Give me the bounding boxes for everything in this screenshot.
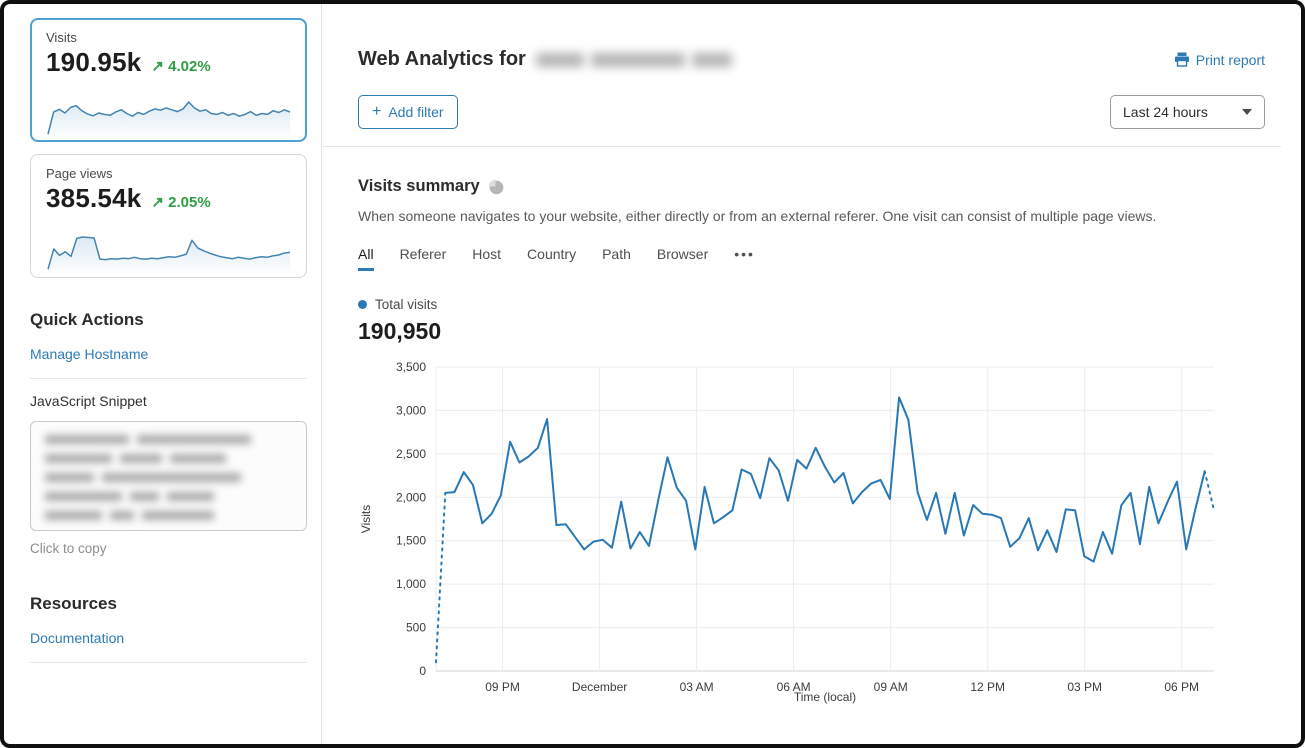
visits-stat-card[interactable]: Visits 190.95k ↗ 4.02% [30,18,307,142]
svg-text:Visits: Visits [359,505,373,533]
svg-text:06 AM: 06 AM [777,680,811,694]
visits-chart: 0 500 1,000 1,500 2,000 2,500 3,000 3,500 09 PM D… [358,355,1265,712]
pie-chart-icon[interactable] [488,179,504,195]
legend-label: Total visits [375,297,438,312]
tab-country[interactable]: Country [527,246,577,262]
legend-dot-icon [358,300,367,309]
header-divider [323,146,1281,147]
click-to-copy-hint: Click to copy [30,541,107,556]
svg-text:06 PM: 06 PM [1164,680,1199,694]
print-report-link[interactable]: Print report [1174,52,1265,68]
page-title: Web Analytics for [358,48,732,71]
time-range-select[interactable]: Last 24 hours [1110,95,1265,129]
manage-hostname-link[interactable]: Manage Hostname [30,346,149,362]
add-filter-button[interactable]: + Add filter [358,95,458,129]
plus-icon: + [372,103,382,120]
svg-text:0: 0 [419,664,426,678]
svg-text:03 AM: 03 AM [680,680,714,694]
javascript-snippet-box[interactable] [30,421,307,531]
visits-sparkline-chart [47,101,291,140]
svg-text:1,000: 1,000 [396,577,426,591]
tab-referer[interactable]: Referer [399,246,447,262]
pageviews-stat-card[interactable]: Page views 385.54k ↗ 2.05% [30,154,307,278]
tab-overflow-menu[interactable]: ••• [734,246,755,262]
tab-all[interactable]: All [358,246,374,271]
svg-text:1,500: 1,500 [396,534,426,548]
visits-trend: ↗ 4.02% [151,58,211,75]
chart-legend: Total visits [358,297,1265,312]
tab-path[interactable]: Path [602,246,631,262]
pageviews-card-label: Page views [46,166,113,181]
chevron-down-icon [1242,109,1252,115]
resources-heading: Resources [30,594,117,613]
trend-up-icon: ↗ [151,58,164,75]
trend-up-icon: ↗ [151,194,164,211]
sidebar: Visits 190.95k ↗ 4.02% Page views 385.54… [4,4,322,744]
svg-text:12 PM: 12 PM [970,680,1005,694]
svg-text:2,500: 2,500 [396,447,426,461]
manage-hostname-row: Manage Hostname [30,330,307,379]
tab-browser[interactable]: Browser [656,246,709,262]
printer-icon [1174,52,1189,67]
visits-line-chart: 0 500 1,000 1,500 2,000 2,500 3,000 3,500 09 PM D… [359,360,1215,704]
javascript-snippet-label: JavaScript Snippet [30,393,147,409]
svg-text:3,500: 3,500 [396,360,426,374]
total-visits-value: 190,950 [358,318,442,344]
documentation-link[interactable]: Documentation [30,630,125,646]
visits-card-label: Visits [46,30,77,45]
visits-summary-title: Visits summary [358,177,480,195]
svg-text:December: December [572,680,627,694]
main-panel: Web Analytics for Print report + Add fil… [323,4,1301,744]
svg-text:Time (local): Time (local) [794,690,856,704]
dimension-tabs: All Referer Host Country Path Browser ••… [358,246,1265,271]
svg-text:03 PM: 03 PM [1067,680,1102,694]
visits-summary-description: When someone navigates to your website, … [358,208,1157,224]
svg-text:2,000: 2,000 [396,490,426,504]
svg-text:500: 500 [406,621,426,635]
pageviews-card-value: 385.54k [46,183,142,213]
svg-text:09 PM: 09 PM [485,680,520,694]
svg-text:3,000: 3,000 [396,403,426,417]
tab-host[interactable]: Host [472,246,502,262]
quick-actions-heading: Quick Actions [30,310,144,329]
documentation-row: Documentation [30,614,307,663]
svg-text:09 AM: 09 AM [874,680,908,694]
pageviews-sparkline-chart [47,236,291,276]
redacted-domain [535,52,732,67]
visits-card-value: 190.95k [46,47,142,77]
pageviews-trend: ↗ 2.05% [151,194,211,211]
